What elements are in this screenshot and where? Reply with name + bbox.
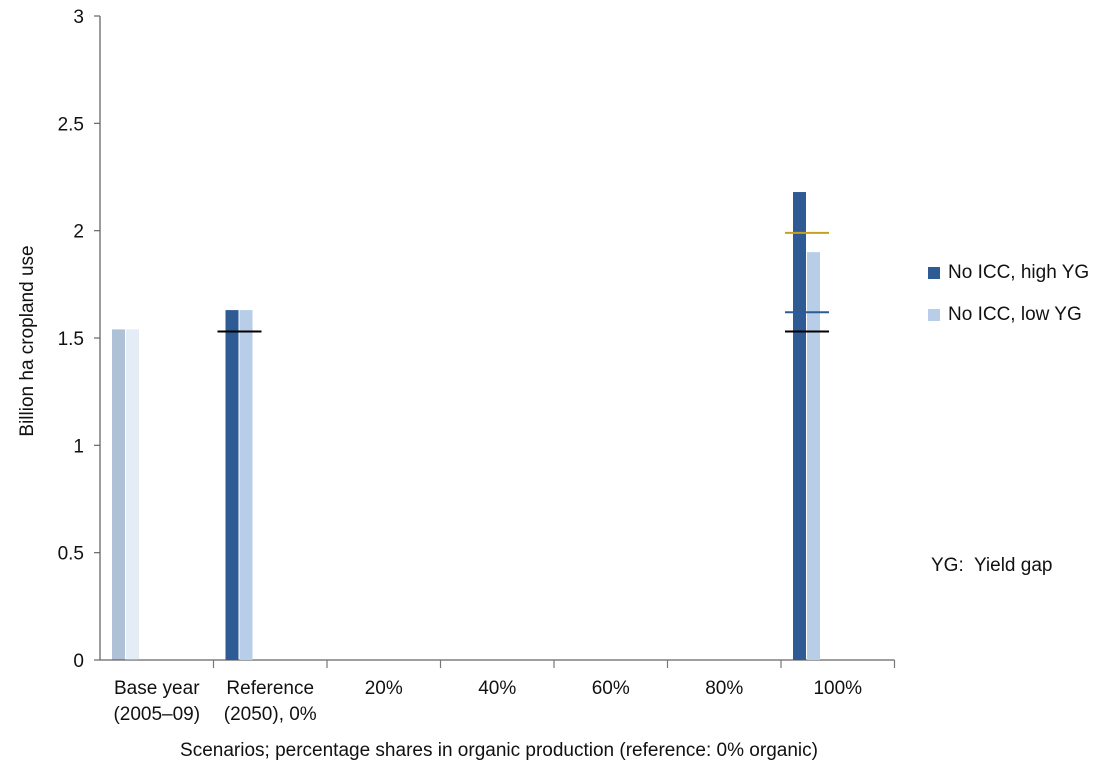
y-tick-label: 0 — [73, 651, 84, 672]
y-tick-label: 2.5 — [58, 114, 84, 135]
x-tick-label: 20% — [365, 678, 403, 699]
y-tick-label: 3 — [73, 7, 84, 28]
legend-swatch-low-yg — [928, 308, 940, 321]
bar — [112, 329, 125, 660]
x-tick-label: Reference — [226, 678, 314, 699]
x-tick-label-line2: (2005–09) — [113, 704, 200, 725]
bar — [239, 310, 253, 660]
legend-label-high-yg: No ICC, high YG — [948, 261, 1090, 283]
legend-item-low-yg: No ICC, low YG — [928, 304, 1089, 325]
y-axis-label: Billion ha cropland use — [17, 245, 38, 436]
x-tick-label: 40% — [478, 678, 516, 699]
bar — [807, 252, 820, 660]
legend-item-high-yg: No ICC, high YG — [928, 262, 1089, 283]
legend-label-low-yg: No ICC, low YG — [948, 303, 1082, 325]
x-tick-label: 80% — [705, 678, 743, 699]
x-tick-label: Base year — [114, 678, 200, 699]
x-tick-label-line2: (2050), 0% — [224, 704, 317, 725]
y-tick-label: 2 — [73, 222, 84, 243]
x-tick-label: 60% — [592, 678, 630, 699]
x-axis-label: Scenarios; percentage shares in organic … — [180, 740, 818, 761]
x-tick-label: 100% — [813, 678, 862, 699]
bar — [225, 310, 239, 660]
legend: No ICC, high YG No ICC, low YG — [928, 262, 1089, 346]
bar — [793, 192, 806, 660]
y-tick-label: 1 — [73, 436, 84, 457]
y-tick-label: 0.5 — [58, 544, 84, 565]
bar — [126, 329, 139, 660]
y-tick-label: 1.5 — [58, 329, 84, 350]
yield-gap-note: YG: Yield gap — [931, 555, 1053, 576]
legend-swatch-high-yg — [928, 266, 940, 279]
